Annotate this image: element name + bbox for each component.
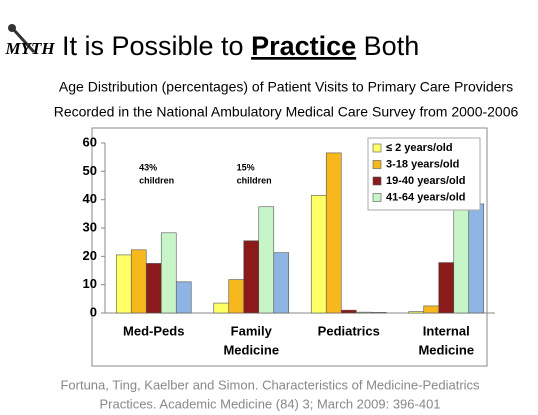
annotation: children (139, 175, 174, 185)
y-tick-label: 0 (90, 304, 97, 319)
x-tick-label: Internal (423, 323, 470, 338)
annotation: children (237, 175, 272, 185)
bar (115, 254, 132, 314)
logo-text: MYTH (4, 39, 55, 58)
y-tick-label: 30 (83, 219, 97, 234)
x-tick-label: Med-Peds (123, 323, 184, 338)
x-tick-label: Medicine (223, 342, 279, 357)
bar (438, 262, 455, 314)
bar (273, 252, 290, 314)
x-tick-label: Pediatrics (318, 323, 380, 338)
bar (453, 198, 470, 314)
legend-box (367, 137, 481, 211)
bar (355, 311, 372, 314)
y-tick-label: 50 (83, 163, 97, 178)
bar (243, 240, 260, 314)
bar (468, 203, 485, 314)
chart-title: Age Distribution (percentages) of Patien… (59, 79, 513, 95)
logo: MYTH (4, 24, 55, 58)
slide-title: It is Possible to Practice Both (62, 31, 419, 61)
y-tick-label: 60 (83, 134, 97, 149)
chart-frame (91, 127, 488, 367)
title-part: It is Possible to (62, 31, 251, 61)
y-tick-label: 20 (83, 248, 97, 263)
legend-label: 19-40 years/old (386, 175, 466, 187)
bar (408, 311, 425, 314)
bar (310, 195, 327, 314)
y-tick-label: 40 (83, 191, 97, 206)
legend-label: 3-18 years/old (386, 158, 459, 170)
title-part: Both (356, 31, 419, 61)
x-tick-label: Medicine (418, 342, 474, 357)
legend-swatch (372, 143, 382, 153)
legend-swatch (372, 176, 382, 186)
bar (175, 281, 192, 314)
legend-swatch (372, 160, 382, 169)
title-emphasis: Practice (251, 31, 356, 61)
legend-swatch (372, 193, 382, 202)
annotation: 43% (139, 162, 157, 172)
citation: Fortuna, Ting, Kaelber and Simon. Charac… (60, 377, 480, 392)
x-tick-label: Family (231, 323, 273, 338)
bar (370, 312, 387, 314)
legend-label: 41-64 years/old (386, 191, 466, 203)
bar (130, 249, 147, 314)
bar (258, 206, 275, 314)
legend-label: ≤ 2 years/old (386, 142, 453, 154)
bar (228, 279, 245, 314)
chart-title: Recorded in the National Ambulatory Medi… (54, 104, 519, 120)
bar (340, 309, 357, 314)
bar (423, 305, 440, 314)
bar (213, 302, 230, 314)
annotation: 15% (237, 162, 255, 172)
bar (325, 152, 342, 314)
bar (145, 263, 162, 314)
bar (160, 232, 177, 314)
citation: Practices. Academic Medicine (84) 3; Mar… (99, 396, 440, 411)
y-tick-label: 10 (83, 276, 97, 291)
